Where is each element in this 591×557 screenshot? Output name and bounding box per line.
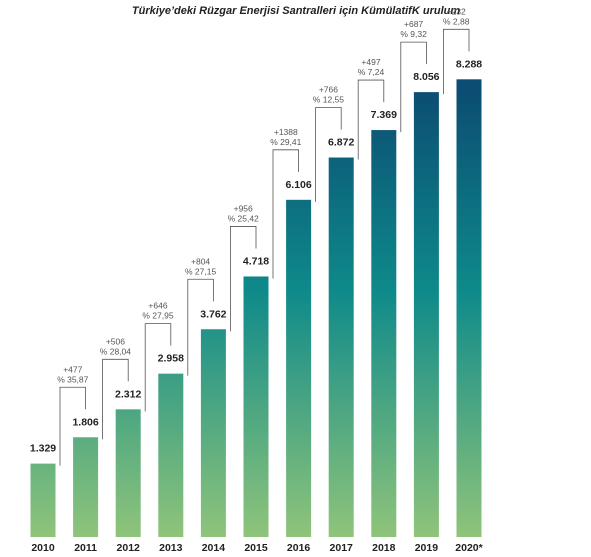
- growth-connector-2015: [229, 226, 257, 332]
- growth-percent-2014: % 27,15: [185, 266, 216, 276]
- value-label-2019: 8.056: [413, 71, 439, 83]
- value-labels-group: 1.329 1.806 2.312 2.958 3.762 4.718 6.106 6.872…: [30, 58, 482, 454]
- x-tick-2020*: 2020*: [455, 542, 483, 554]
- growth-increase-2018: +497: [361, 57, 380, 67]
- growth-connector-2017: [315, 107, 342, 202]
- growth-connector-2019: [400, 41, 427, 133]
- growth-percent-2012: % 28,04: [100, 346, 131, 356]
- growth-increase-2011: +477: [63, 364, 82, 374]
- bar-2010: [30, 463, 56, 537]
- bar-2017: [328, 157, 354, 538]
- growth-percent-2019: % 9,32: [400, 29, 427, 39]
- growth-percent-2016: % 29,41: [270, 137, 301, 147]
- value-label-2010: 1.329: [30, 443, 56, 455]
- value-label-2017: 6.872: [328, 137, 354, 149]
- x-tick-2011: 2011: [74, 542, 97, 554]
- growth-connector-2018: [357, 79, 385, 160]
- bar-2019: [413, 92, 439, 538]
- growth-connector-2016: [272, 149, 300, 279]
- growth-increase-2017: +766: [319, 85, 338, 95]
- growth-increase-2015: +956: [234, 203, 253, 213]
- value-label-2011: 1.806: [72, 416, 98, 428]
- x-tick-2014: 2014: [202, 542, 226, 554]
- x-tick-2012: 2012: [117, 542, 141, 554]
- growth-connector-2011: [59, 386, 86, 466]
- growth-increase-2012: +506: [106, 336, 125, 346]
- x-ticks-group: 2010 2011 2012 2013 2014 2015 2016 2017 2018 2019…: [31, 542, 483, 554]
- x-tick-2019: 2019: [415, 542, 439, 554]
- value-label-2013: 2.958: [158, 353, 184, 365]
- growth-connector-2012: [102, 358, 129, 440]
- growth-increase-2019: +687: [404, 19, 423, 29]
- bar-2016: [286, 199, 312, 537]
- growth-increase-2016: +1388: [274, 127, 298, 137]
- growth-connector-2014: [187, 278, 214, 376]
- x-tick-2017: 2017: [330, 542, 354, 554]
- bar-2014: [200, 329, 226, 537]
- value-label-2012: 2.312: [115, 388, 141, 400]
- x-tick-2016: 2016: [287, 542, 311, 554]
- x-tick-2010: 2010: [31, 542, 55, 554]
- bars-group: [30, 79, 482, 538]
- bar-2015: [243, 276, 269, 537]
- value-label-2014: 3.762: [200, 308, 226, 320]
- growth-percent-2015: % 25,42: [228, 213, 259, 223]
- growth-percent-2018: % 7,24: [358, 67, 385, 77]
- bar-2011: [73, 437, 99, 537]
- growth-connector-2013: [144, 323, 172, 412]
- x-tick-2013: 2013: [159, 542, 183, 554]
- value-label-2015: 4.718: [243, 255, 269, 267]
- growth-connector-2020*: [442, 28, 470, 95]
- bar-2020*: [456, 79, 482, 537]
- growth-percent-2020*: % 2,88: [443, 16, 470, 26]
- bar-2013: [158, 373, 184, 537]
- growth-percent-2013: % 27,95: [142, 311, 173, 321]
- growth-increase-2013: +646: [148, 301, 167, 311]
- chart-title: Türkiye’deki Rüzgar Enerjisi Santralleri…: [132, 5, 460, 17]
- growth-increase-2020*: +232: [447, 6, 466, 16]
- bar-2018: [371, 130, 397, 537]
- growth-percent-2011: % 35,87: [57, 374, 88, 384]
- x-tick-2015: 2015: [244, 542, 268, 554]
- bar-2012: [115, 409, 141, 537]
- value-label-2016: 6.106: [285, 179, 311, 191]
- value-label-2020*: 8.288: [456, 58, 482, 70]
- growth-percent-2017: % 12,55: [313, 95, 344, 105]
- annotations-group: +477% 35,87+506% 28,04+646% 27,95+804% 2…: [57, 6, 470, 466]
- value-label-2018: 7.369: [371, 109, 397, 121]
- growth-increase-2014: +804: [191, 256, 210, 266]
- x-tick-2018: 2018: [372, 542, 396, 554]
